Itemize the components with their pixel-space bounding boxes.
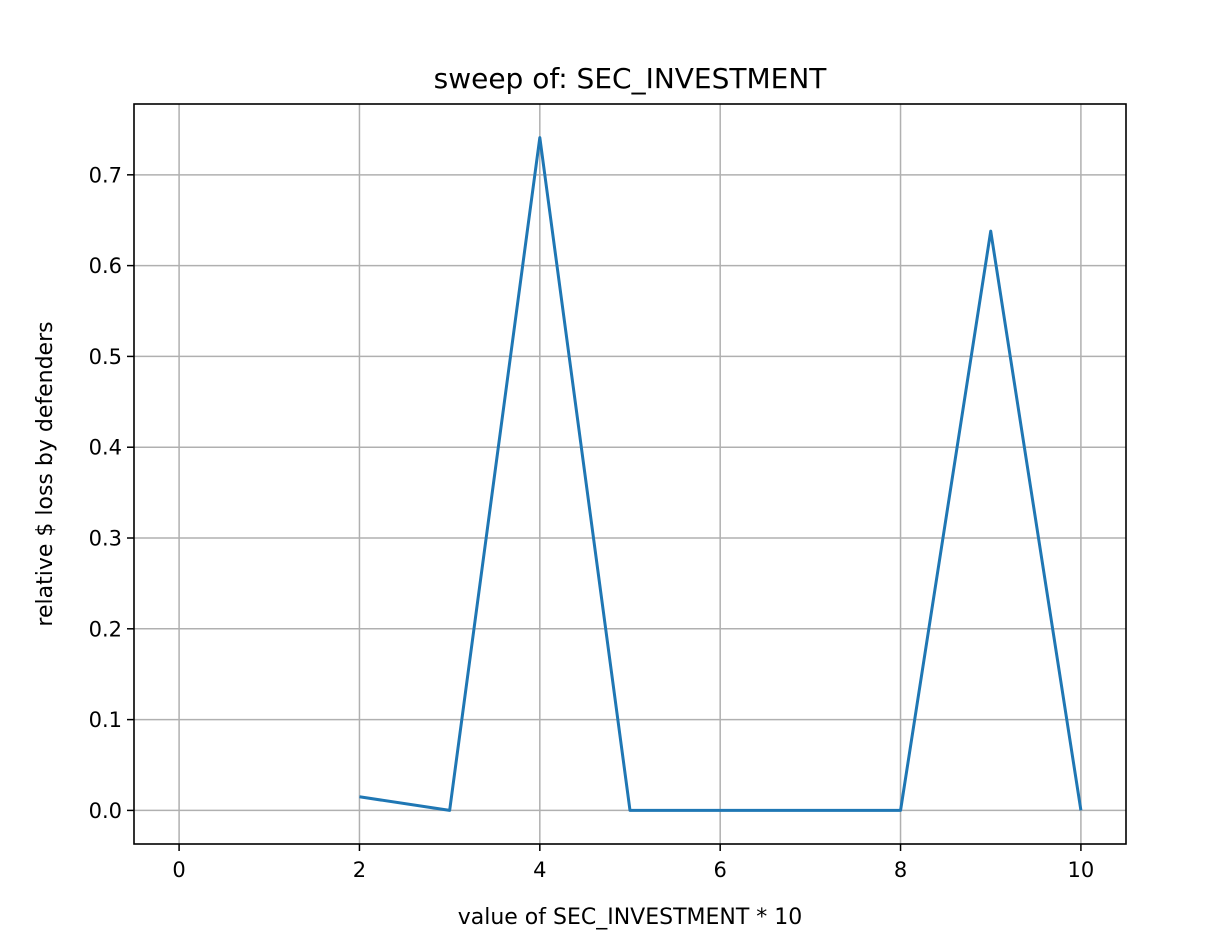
y-tick-label: 0.6 — [89, 254, 122, 278]
chart-title: sweep of: SEC_INVESTMENT — [434, 62, 828, 95]
y-tick-label: 0.2 — [89, 617, 122, 641]
y-axis: 0.0 0.1 0.2 0.3 0.4 0.5 0.6 0.7 — [89, 163, 134, 823]
plot-frame — [133, 103, 1127, 845]
y-tick-label: 0.7 — [89, 163, 122, 187]
x-tick-label: 6 — [713, 858, 726, 882]
series-line-1 — [359, 136, 1083, 812]
y-tick-label: 0.1 — [89, 708, 122, 732]
x-axis-label: value of SEC_INVESTMENT * 10 — [458, 905, 803, 930]
y-axis-label: relative $ loss by defenders — [33, 321, 58, 626]
x-tick-label: 10 — [1068, 858, 1095, 882]
y-tick-label: 0.0 — [89, 799, 122, 823]
x-tick-label: 2 — [353, 858, 366, 882]
series-layer — [359, 136, 1083, 812]
y-tick-label: 0.3 — [89, 527, 122, 551]
x-axis: 0 2 4 6 8 10 — [172, 844, 1094, 882]
y-tick-label: 0.5 — [89, 345, 122, 369]
y-tick-label: 0.4 — [89, 436, 122, 460]
x-tick-label: 0 — [172, 858, 185, 882]
grid — [134, 104, 1126, 844]
x-tick-label: 4 — [533, 858, 546, 882]
x-tick-label: 8 — [894, 858, 907, 882]
